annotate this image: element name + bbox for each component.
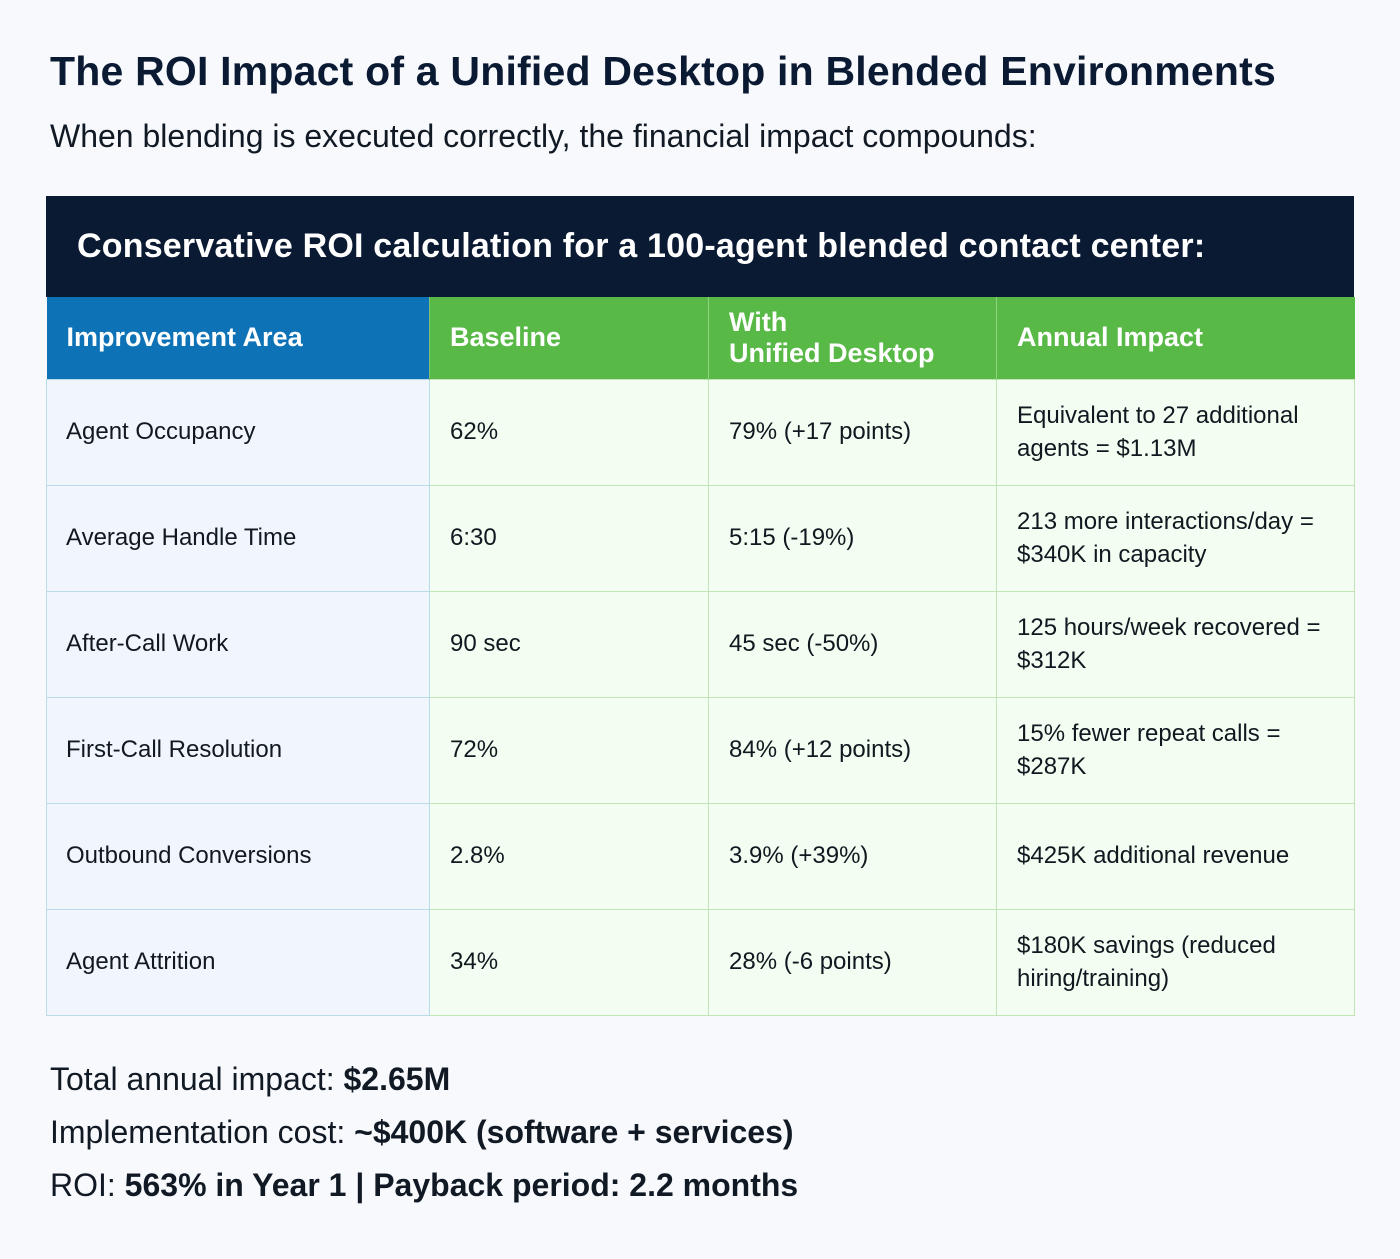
cell-baseline: 62% [429, 378, 709, 486]
header-with-unified-desktop: With Unified Desktop [708, 297, 997, 379]
cell-improvement-area: Outbound Conversions [46, 802, 430, 910]
page-title: The ROI Impact of a Unified Desktop in B… [50, 48, 1277, 94]
implementation-cost-label: Implementation cost: [50, 1114, 346, 1150]
cell-with-unified-desktop: 84% (+12 points) [708, 696, 997, 804]
table-row: Outbound Conversions 2.8% 3.9% (+39%) $4… [46, 802, 1355, 910]
cell-with-unified-desktop: 79% (+17 points) [708, 378, 997, 486]
cell-improvement-area: Average Handle Time [46, 484, 430, 592]
header-with-line1: With [729, 306, 788, 337]
cell-baseline: 34% [429, 908, 709, 1016]
cell-annual-impact: $180K savings (reduced hiring/training) [996, 908, 1355, 1016]
header-improvement-area: Improvement Area [46, 297, 430, 379]
roi-table-container: Conservative ROI calculation for a 100-a… [46, 196, 1355, 1016]
header-baseline: Baseline [429, 297, 709, 379]
implementation-cost-value: ~$400K (software + services) [354, 1114, 794, 1150]
cell-improvement-area: After-Call Work [46, 590, 430, 698]
table-row: Average Handle Time 6:30 5:15 (-19%) 213… [46, 484, 1355, 592]
cell-baseline: 90 sec [429, 590, 709, 698]
cell-improvement-area: Agent Occupancy [46, 378, 430, 486]
cell-baseline: 72% [429, 696, 709, 804]
cell-baseline: 6:30 [429, 484, 709, 592]
table-header-row: Improvement Area Baseline With Unified D… [46, 297, 1355, 379]
cell-improvement-area: First-Call Resolution [46, 696, 430, 804]
cell-with-unified-desktop: 5:15 (-19%) [708, 484, 997, 592]
cell-with-unified-desktop: 45 sec (-50%) [708, 590, 997, 698]
summary-total-annual-impact: Total annual impact: $2.65M [50, 1061, 450, 1098]
page-subtitle: When blending is executed correctly, the… [50, 118, 1037, 154]
cell-with-unified-desktop: 3.9% (+39%) [708, 802, 997, 910]
cell-annual-impact: $425K additional revenue [996, 802, 1355, 910]
cell-baseline: 2.8% [429, 802, 709, 910]
table-row: First-Call Resolution 72% 84% (+12 point… [46, 696, 1355, 804]
table-row: After-Call Work 90 sec 45 sec (-50%) 125… [46, 590, 1355, 698]
table-row: Agent Occupancy 62% 79% (+17 points) Equ… [46, 378, 1355, 486]
cell-annual-impact: 125 hours/week recovered = $312K [996, 590, 1355, 698]
summary-roi: ROI: 563% in Year 1 | Payback period: 2.… [50, 1167, 798, 1204]
header-with-line2: Unified Desktop [729, 337, 935, 368]
table-row: Agent Attrition 34% 28% (-6 points) $180… [46, 908, 1355, 1016]
cell-annual-impact: Equivalent to 27 additional agents = $1.… [996, 378, 1355, 486]
roi-label: ROI: [50, 1167, 116, 1203]
roi-table: Improvement Area Baseline With Unified D… [46, 297, 1355, 1016]
total-impact-label: Total annual impact: [50, 1061, 335, 1097]
header-annual-impact: Annual Impact [996, 297, 1355, 379]
cell-with-unified-desktop: 28% (-6 points) [708, 908, 997, 1016]
cell-annual-impact: 213 more interactions/day = $340K in cap… [996, 484, 1355, 592]
cell-improvement-area: Agent Attrition [46, 908, 430, 1016]
total-impact-value: $2.65M [343, 1061, 451, 1097]
summary-implementation-cost: Implementation cost: ~$400K (software + … [50, 1114, 794, 1151]
cell-annual-impact: 15% fewer repeat calls = $287K [996, 696, 1355, 804]
table-banner: Conservative ROI calculation for a 100-a… [46, 196, 1354, 297]
roi-value: 563% in Year 1 | Payback period: 2.2 mon… [124, 1167, 799, 1203]
